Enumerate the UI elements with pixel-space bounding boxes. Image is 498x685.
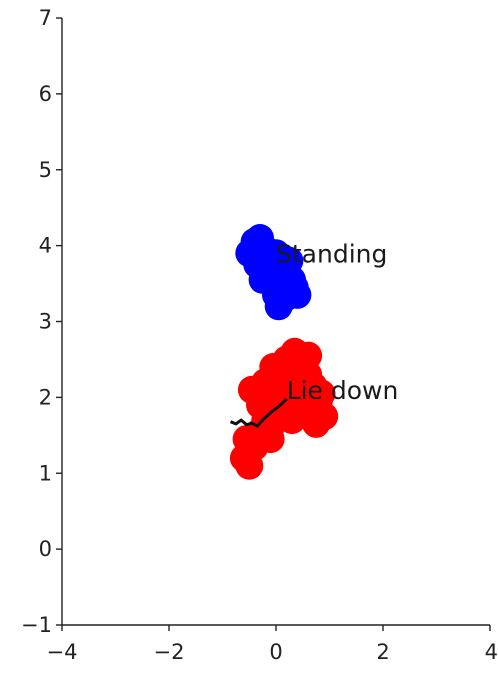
annotation-label: Standing [276, 239, 387, 268]
data-point [307, 379, 336, 408]
data-point [259, 353, 288, 381]
trajectory-line [229, 397, 288, 428]
data-point [283, 280, 312, 309]
data-point [294, 341, 323, 370]
x-tick-label: 2 [376, 640, 389, 664]
annotation-label: Lie down [287, 376, 399, 405]
data-point [278, 406, 306, 435]
y-tick-label: 2 [39, 385, 52, 409]
plot-area: Standing Lie down [229, 224, 399, 480]
data-point [286, 368, 315, 397]
y-tick-label: 7 [39, 6, 52, 30]
x-tick-label: 4 [485, 640, 498, 664]
y-tick-label: 5 [39, 158, 52, 182]
axes: −1 0 1 2 3 4 5 6 7 −4 −2 0 2 4 [21, 6, 498, 664]
x-tick-label: −4 [47, 640, 78, 664]
y-tick-label: 6 [39, 82, 52, 106]
y-tick-label: 4 [39, 234, 52, 258]
y-tick-label: −1 [21, 613, 52, 637]
x-tick-label: −2 [154, 640, 185, 664]
data-point [262, 262, 290, 290]
y-tick-label: 1 [39, 461, 52, 485]
data-point [256, 425, 285, 454]
x-tick-label: 0 [269, 640, 282, 664]
y-tick-label: 0 [39, 537, 52, 561]
y-tick-label: 3 [39, 310, 52, 334]
